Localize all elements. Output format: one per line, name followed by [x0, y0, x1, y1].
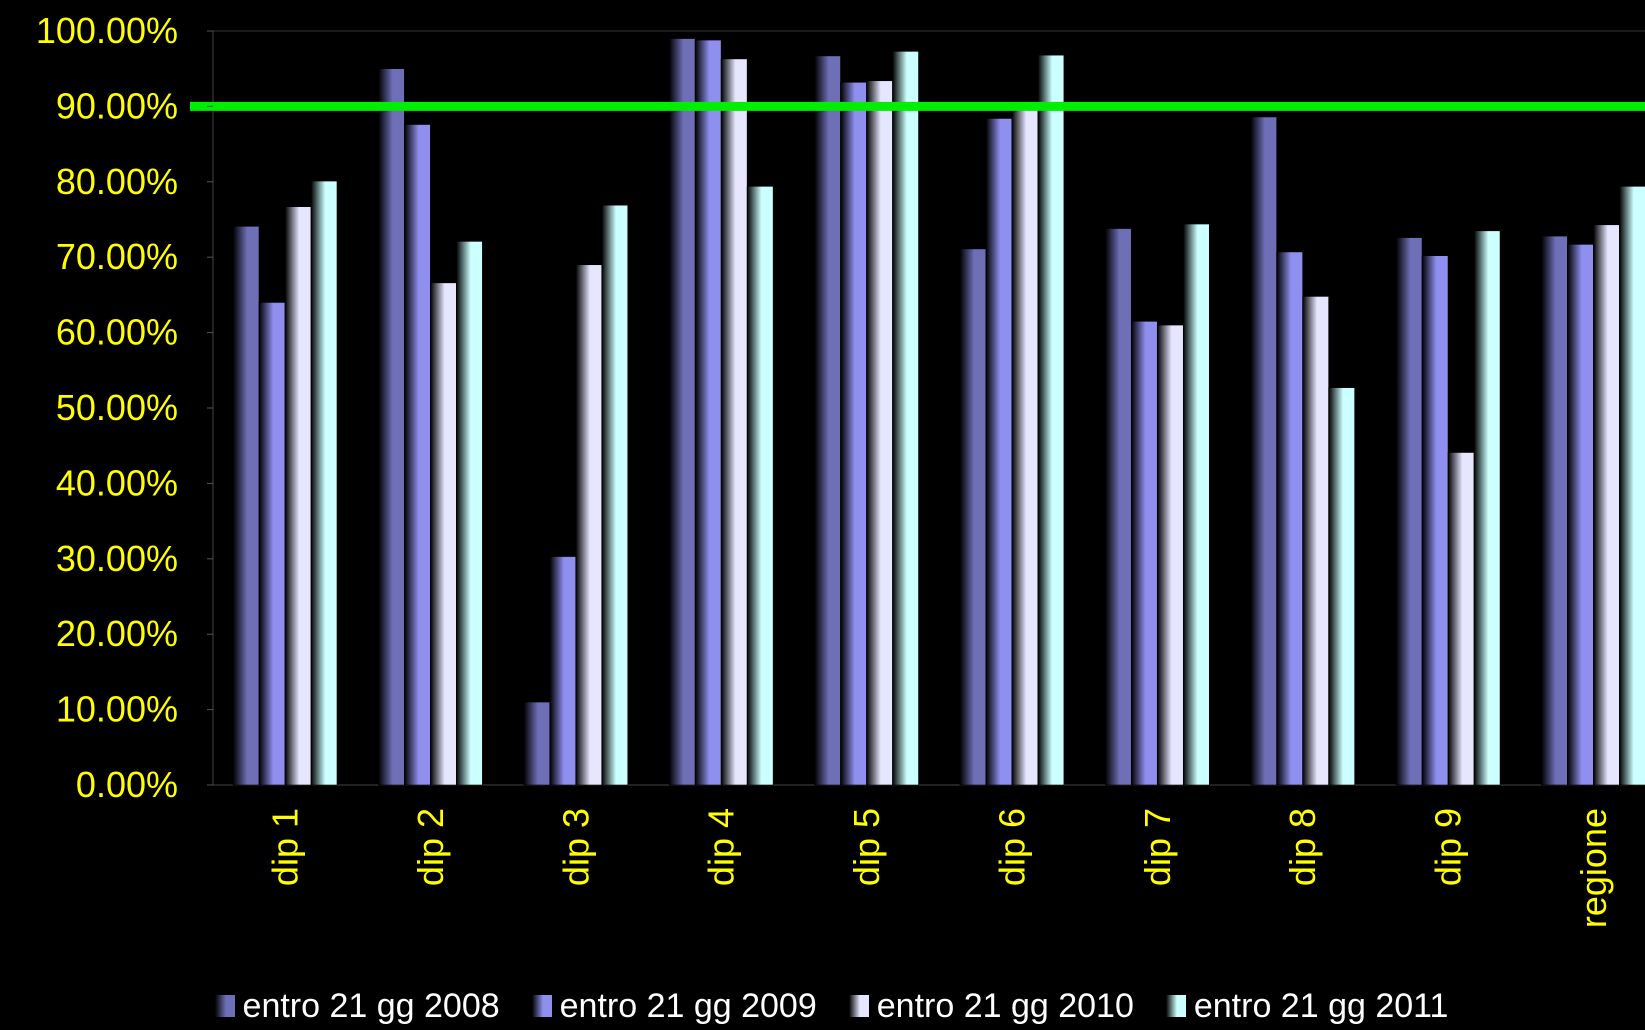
legend-label: entro 21 gg 2011 [1193, 986, 1449, 1025]
bar-dip-7-series-4 [1182, 223, 1210, 786]
bar-dip-1-series-1 [232, 225, 260, 786]
x-tick-label: dip 3 [555, 808, 596, 886]
legend-label: entro 21 gg 2010 [876, 986, 1134, 1025]
legend-entry: entro 21 gg 2010 [831, 987, 1134, 1026]
bar-dip-3-series-2 [549, 556, 577, 786]
bar-dip-9-series-4 [1473, 230, 1501, 786]
bar-dip-2-series-3 [430, 282, 457, 786]
bar-dip-2-series-2 [404, 124, 431, 786]
x-tick-label: dip 8 [1282, 808, 1323, 886]
x-tick-label: dip 2 [410, 808, 451, 886]
y-tick-label: 0.00% [76, 764, 178, 805]
bar-dip-2-series-4 [456, 241, 483, 786]
y-tick-label: 10.00% [56, 689, 178, 730]
legend-entry: entro 21 gg 2008 [197, 987, 500, 1026]
bar-dip-9-series-1 [1395, 237, 1423, 786]
bar-dip-9-series-2 [1421, 255, 1449, 786]
bar-dip-3-series-1 [523, 701, 551, 786]
y-tick-label: 80.00% [56, 161, 178, 202]
bar-dip-1-series-4 [310, 180, 338, 786]
y-tick-label: 100.00% [36, 10, 178, 51]
legend-swatch [214, 995, 235, 1017]
bar-dip-4-series-1 [668, 38, 696, 786]
y-tick-label: 40.00% [56, 462, 178, 503]
bar-dip-4-series-3 [720, 58, 748, 786]
bar-dip-5-series-2 [840, 81, 867, 786]
bar-dip-7-series-3 [1156, 324, 1184, 786]
bar-regione-series-4 [1619, 186, 1645, 786]
bar-dip-7-series-1 [1104, 228, 1132, 786]
bar-dip-5-series-1 [814, 55, 841, 786]
bar-dip-3-series-3 [575, 264, 603, 786]
bar-dip-8-series-1 [1250, 116, 1277, 786]
bar-dip-1-series-2 [258, 302, 286, 786]
legend-label: entro 21 gg 2008 [242, 986, 500, 1025]
y-tick-label: 60.00% [56, 312, 178, 353]
bar-dip-6-series-2 [985, 118, 1013, 786]
legend-entry: entro 21 gg 2009 [514, 987, 817, 1026]
bar-dip-8-series-2 [1276, 251, 1303, 786]
x-tick-label: dip 5 [846, 808, 887, 886]
y-tick-label: 50.00% [56, 387, 178, 428]
legend-swatch [848, 995, 869, 1017]
legend-entry: entro 21 gg 2011 [1148, 986, 1449, 1026]
bar-regione-series-3 [1593, 224, 1620, 786]
x-tick-label: dip 4 [701, 808, 742, 886]
bar-dip-5-series-3 [866, 80, 893, 786]
x-tick-label: regione [1573, 808, 1614, 928]
y-tick-label: 90.00% [56, 85, 178, 126]
bar-regione-series-2 [1567, 244, 1594, 786]
legend-swatch [531, 995, 552, 1017]
bar-dip-3-series-4 [601, 204, 629, 786]
bar-dip-6-series-4 [1037, 54, 1065, 786]
y-tick-label: 20.00% [56, 613, 178, 654]
bar-dip-9-series-3 [1447, 452, 1475, 786]
bar-dip-4-series-2 [694, 39, 722, 786]
bar-dip-8-series-4 [1328, 387, 1355, 786]
y-tick-label: 70.00% [56, 236, 178, 277]
bar-regione-series-1 [1541, 235, 1568, 786]
bar-dip-7-series-2 [1130, 320, 1158, 786]
x-tick-label: dip 9 [1428, 808, 1469, 886]
bar-dip-8-series-3 [1302, 296, 1329, 786]
legend-label: entro 21 gg 2009 [559, 986, 817, 1025]
bar-dip-5-series-4 [892, 51, 919, 786]
bar-dip-6-series-3 [1011, 105, 1039, 786]
y-tick-label: 30.00% [56, 538, 178, 579]
bar-dip-2-series-1 [378, 68, 405, 786]
bar-dip-4-series-4 [746, 186, 774, 786]
bar-dip-6-series-1 [959, 248, 987, 786]
x-tick-label: dip 1 [265, 808, 306, 886]
x-tick-label: dip 7 [1137, 808, 1178, 886]
legend-swatch [1165, 995, 1186, 1017]
chart-legend: entro 21 gg 2008 entro 21 gg 2009 entro 21… [0, 986, 1645, 1026]
x-tick-label: dip 6 [991, 808, 1032, 886]
bar-dip-1-series-3 [284, 206, 312, 786]
